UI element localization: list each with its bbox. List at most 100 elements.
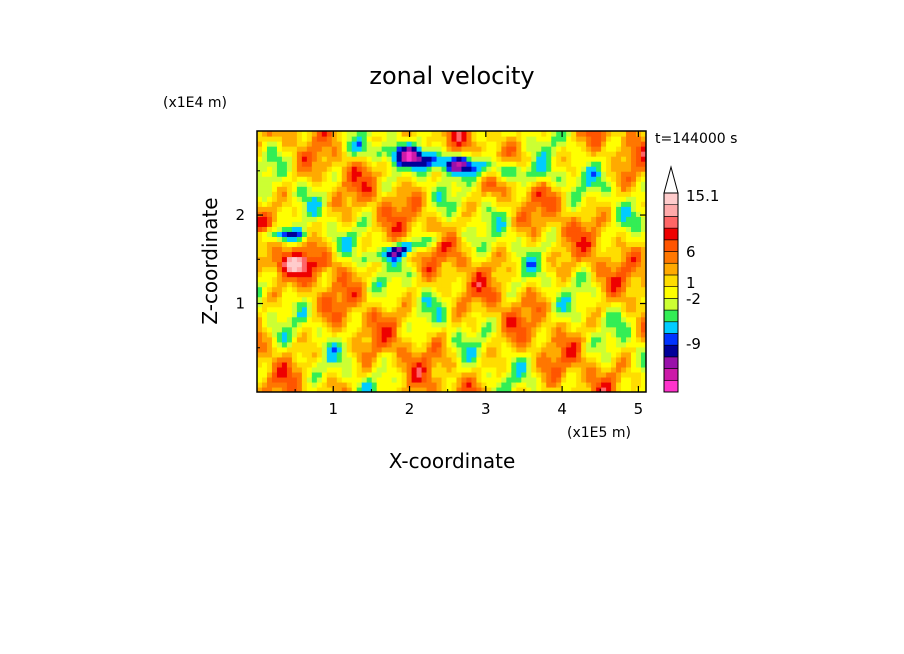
heatmap-cell	[491, 176, 497, 182]
heatmap-cell	[536, 136, 542, 142]
heatmap-cell	[291, 156, 298, 162]
heatmap-cell	[561, 306, 567, 313]
heatmap-cell	[536, 231, 542, 237]
heatmap-cell	[321, 231, 328, 237]
heatmap-cell	[626, 341, 632, 348]
heatmap-cell	[261, 306, 268, 313]
heatmap-cell	[316, 136, 323, 142]
heatmap-cell	[306, 176, 313, 182]
heatmap-cell	[586, 186, 592, 192]
heatmap-cell	[446, 226, 453, 232]
heatmap-cell	[566, 131, 572, 137]
heatmap-cell	[596, 316, 602, 323]
heatmap-cell	[521, 176, 527, 182]
heatmap-cell	[441, 291, 448, 298]
heatmap-cell	[346, 141, 353, 147]
heatmap-cell	[311, 221, 318, 227]
heatmap-cell	[391, 341, 398, 348]
heatmap-cell	[291, 256, 298, 263]
heatmap-cell	[391, 176, 398, 182]
heatmap-cell	[406, 271, 413, 278]
heatmap-cell	[536, 246, 542, 253]
heatmap-cell	[466, 226, 473, 232]
heatmap-cell	[581, 146, 587, 152]
heatmap-cell	[366, 196, 373, 202]
heatmap-cell	[421, 356, 428, 363]
heatmap-cell	[506, 266, 512, 273]
heatmap-cell	[301, 311, 308, 318]
heatmap-cell	[506, 261, 512, 268]
heatmap-cell	[346, 236, 353, 243]
heatmap-cell	[281, 161, 288, 167]
heatmap-cell	[561, 376, 567, 383]
heatmap-cell	[621, 191, 627, 197]
heatmap-cell	[271, 251, 278, 258]
heatmap-cell	[506, 146, 512, 152]
heatmap-cell	[511, 226, 517, 232]
heatmap-cell	[556, 231, 562, 237]
heatmap-cell	[426, 171, 433, 177]
heatmap-cell	[386, 351, 393, 358]
heatmap-cell	[546, 266, 552, 273]
heatmap-cell	[291, 291, 298, 298]
heatmap-cell	[636, 156, 642, 162]
heatmap-cell	[456, 261, 463, 268]
heatmap-cell	[346, 166, 353, 172]
heatmap-cell	[281, 261, 288, 268]
heatmap-cell	[426, 151, 433, 157]
heatmap-cell	[361, 291, 368, 298]
heatmap-cell	[291, 186, 298, 192]
heatmap-cell	[311, 196, 318, 202]
heatmap-cell	[291, 361, 298, 368]
heatmap-cell	[531, 251, 537, 258]
heatmap-cell	[341, 356, 348, 363]
heatmap-cell	[346, 206, 353, 212]
heatmap-cell	[261, 236, 268, 243]
heatmap-cell	[561, 216, 567, 222]
heatmap-cell	[381, 276, 388, 283]
heatmap-cell	[486, 151, 492, 157]
heatmap-cell	[286, 161, 293, 167]
colorbar-label: 6	[686, 243, 696, 261]
heatmap-cell	[261, 371, 268, 378]
heatmap-cell	[371, 336, 378, 343]
heatmap-cell	[446, 206, 453, 212]
heatmap-cell	[621, 166, 627, 172]
heatmap-cell	[611, 311, 617, 318]
heatmap-cell	[601, 161, 607, 167]
heatmap-cell	[261, 291, 268, 298]
colorbar-swatch	[663, 356, 679, 369]
heatmap-cell	[541, 201, 547, 207]
heatmap-cell	[566, 186, 572, 192]
heatmap-cell	[366, 356, 373, 363]
heatmap-cell	[531, 326, 537, 333]
heatmap-cell	[286, 246, 293, 253]
heatmap-cell	[296, 341, 303, 348]
heatmap-cell	[257, 171, 263, 177]
heatmap-cell	[346, 301, 353, 308]
heatmap-cell	[486, 276, 492, 283]
heatmap-cell	[541, 276, 547, 283]
heatmap-cell	[281, 386, 288, 392]
heatmap-cell	[311, 276, 318, 283]
heatmap-cell	[351, 376, 358, 383]
heatmap-cell	[321, 351, 328, 358]
heatmap-cell	[306, 241, 313, 248]
heatmap-cell	[586, 346, 592, 353]
heatmap-cell	[376, 311, 383, 318]
heatmap-cell	[486, 131, 492, 137]
heatmap-cell	[316, 141, 323, 147]
heatmap-cell	[546, 301, 552, 308]
heatmap-cell	[576, 156, 582, 162]
heatmap-cell	[611, 206, 617, 212]
heatmap-cell	[351, 366, 358, 373]
heatmap-cell	[306, 206, 313, 212]
heatmap-cell	[636, 161, 642, 167]
heatmap-cell	[366, 296, 373, 303]
heatmap-cell	[451, 146, 458, 152]
heatmap-cell	[401, 146, 408, 152]
heatmap-cell	[471, 211, 478, 217]
heatmap-cell	[306, 256, 313, 263]
heatmap-cell	[506, 246, 512, 253]
heatmap-cell	[421, 316, 428, 323]
